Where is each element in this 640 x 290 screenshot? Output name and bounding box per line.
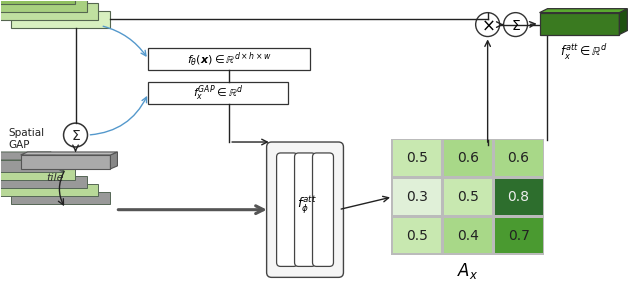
Text: 0.5: 0.5 bbox=[406, 229, 428, 242]
Bar bbox=[0, 160, 63, 172]
Bar bbox=[444, 218, 492, 253]
Polygon shape bbox=[620, 9, 627, 35]
Bar bbox=[442, 177, 493, 216]
Text: $\Sigma$: $\Sigma$ bbox=[511, 19, 520, 32]
Text: Spatial
GAP: Spatial GAP bbox=[9, 128, 45, 150]
Bar bbox=[393, 140, 441, 176]
Bar bbox=[442, 216, 493, 255]
Text: tile: tile bbox=[46, 173, 63, 183]
Text: $f_\phi^{att}$: $f_\phi^{att}$ bbox=[297, 195, 317, 216]
Bar bbox=[148, 48, 310, 70]
Text: 0.4: 0.4 bbox=[457, 229, 479, 242]
Bar bbox=[540, 13, 620, 35]
Bar bbox=[444, 140, 492, 176]
Text: 0.8: 0.8 bbox=[508, 190, 529, 204]
Bar bbox=[493, 139, 544, 177]
Text: $f_x^{att} \in \mathbb{R}^d$: $f_x^{att} \in \mathbb{R}^d$ bbox=[559, 43, 607, 62]
FancyBboxPatch shape bbox=[267, 142, 344, 277]
Polygon shape bbox=[51, 152, 63, 172]
Bar bbox=[11, 192, 111, 204]
Text: 0.3: 0.3 bbox=[406, 190, 428, 204]
Bar bbox=[444, 179, 492, 215]
Text: $\times$: $\times$ bbox=[481, 17, 495, 35]
Text: 0.6: 0.6 bbox=[508, 151, 529, 165]
Bar bbox=[391, 139, 442, 177]
Polygon shape bbox=[111, 152, 118, 169]
FancyBboxPatch shape bbox=[312, 153, 333, 267]
Bar bbox=[11, 11, 111, 28]
Bar bbox=[391, 216, 442, 255]
Bar bbox=[0, 3, 99, 20]
Bar bbox=[493, 177, 544, 216]
Bar bbox=[0, 176, 86, 188]
Text: 0.7: 0.7 bbox=[508, 229, 529, 242]
Bar bbox=[493, 216, 544, 255]
Text: $f_x^{GAP} \in \mathbb{R}^d$: $f_x^{GAP} \in \mathbb{R}^d$ bbox=[193, 84, 243, 103]
Bar bbox=[495, 218, 543, 253]
Bar bbox=[393, 179, 441, 215]
Text: 0.5: 0.5 bbox=[406, 151, 428, 165]
Text: $\Sigma$: $\Sigma$ bbox=[70, 129, 81, 143]
Bar bbox=[20, 155, 111, 169]
Circle shape bbox=[476, 13, 500, 37]
Bar bbox=[0, 168, 74, 180]
Bar bbox=[391, 177, 442, 216]
Polygon shape bbox=[20, 152, 118, 155]
Polygon shape bbox=[0, 152, 63, 160]
Text: $f_\theta(\boldsymbol{x}) \in \mathbb{R}^{d \times h \times w}$: $f_\theta(\boldsymbol{x}) \in \mathbb{R}… bbox=[187, 50, 271, 68]
Bar bbox=[393, 218, 441, 253]
Bar bbox=[148, 82, 288, 104]
FancyBboxPatch shape bbox=[294, 153, 316, 267]
Circle shape bbox=[504, 13, 527, 37]
Bar bbox=[0, 0, 86, 12]
Bar bbox=[442, 139, 493, 177]
Bar bbox=[0, 184, 99, 196]
Polygon shape bbox=[540, 9, 627, 13]
Text: $A_x$: $A_x$ bbox=[457, 262, 478, 281]
Text: 0.6: 0.6 bbox=[457, 151, 479, 165]
Text: 0.5: 0.5 bbox=[457, 190, 479, 204]
Circle shape bbox=[63, 123, 88, 147]
Bar bbox=[495, 179, 543, 215]
FancyBboxPatch shape bbox=[276, 153, 298, 267]
Bar bbox=[0, 0, 74, 4]
Bar bbox=[495, 140, 543, 176]
